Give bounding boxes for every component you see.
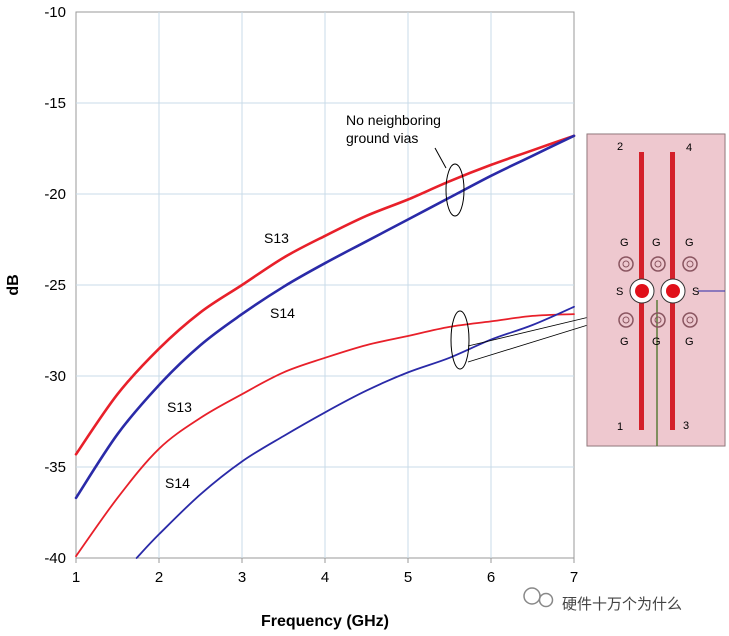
ground-via-2 (682, 256, 698, 272)
label-s-right: S (692, 286, 699, 298)
x-tick-label: 1 (72, 569, 80, 586)
series-line-s13-with-vias (75, 313, 575, 558)
ellipse-upper-group (445, 163, 465, 217)
ground-via-4 (650, 312, 666, 328)
ground-via-drill-5 (686, 316, 694, 324)
ellipse-lower-group (450, 310, 470, 370)
series-line-s13-no-vias (74, 134, 576, 456)
watermark: 硬件十万个为什么 (523, 587, 682, 613)
x-tick-labels: 1 2 3 4 5 6 7 (72, 569, 578, 586)
note-leader (434, 147, 447, 169)
inset-board (586, 133, 726, 447)
pin-1: 1 (617, 421, 623, 433)
via-layout-inset: 2 4 1 3 G G G G G G S S (586, 133, 726, 447)
ground-via-5 (682, 312, 698, 328)
y-axis-title: dB (5, 274, 22, 295)
watermark-text: 硬件十万个为什么 (562, 596, 682, 613)
series-lines (74, 134, 576, 559)
signal-via-right-pad (666, 284, 680, 298)
ground-via-0 (618, 256, 634, 272)
y-tick-label: -10 (44, 4, 66, 21)
ground-via-drill-2 (686, 260, 694, 268)
y-tick-label: -15 (44, 95, 66, 112)
y-tick-labels: -10 -15 -20 -25 -30 -35 -40 (44, 4, 66, 567)
ground-via-drill-3 (622, 316, 630, 324)
x-tick-label: 7 (570, 569, 578, 586)
watermark-logo-icon (523, 587, 554, 608)
ground-via-drill-1 (654, 260, 662, 268)
series-line-s14-with-vias (135, 305, 575, 559)
signal-via-left-pad (635, 284, 649, 298)
label-g-top-left: G (620, 237, 629, 249)
inset-board-texture (587, 134, 725, 446)
ground-vias (618, 256, 698, 328)
label-s14-upper: S14 (270, 305, 295, 321)
pin-4: 4 (686, 142, 692, 154)
label-s-left: S (616, 286, 623, 298)
label-s14-lower: S14 (165, 475, 190, 491)
ground-via-3 (618, 312, 634, 328)
y-tick-label: -25 (44, 277, 66, 294)
label-g-bottom-left: G (620, 336, 629, 348)
label-s13-upper: S13 (264, 230, 289, 246)
pin-2: 2 (617, 141, 623, 153)
x-axis-title: Frequency (GHz) (261, 613, 389, 630)
pin-3: 3 (683, 420, 689, 432)
label-g-bottom-right: G (685, 336, 694, 348)
label-g-top-right: G (685, 237, 694, 249)
x-tick-label: 4 (321, 569, 329, 586)
y-tick-label: -35 (44, 459, 66, 476)
y-tick-label: -30 (44, 368, 66, 385)
ground-via-1 (650, 256, 666, 272)
label-g-bottom-mid: G (652, 336, 661, 348)
inset-pointer-top (467, 312, 607, 347)
y-tick-label: -20 (44, 186, 66, 203)
x-tick-label: 2 (155, 569, 163, 586)
x-tick-label: 6 (487, 569, 495, 586)
inset-pointer-bottom (467, 319, 605, 363)
note-line-2: ground vias (346, 130, 418, 146)
ground-via-drill-4 (654, 316, 662, 324)
series-line-s14-no-vias (74, 134, 576, 500)
x-tick-label: 3 (238, 569, 246, 586)
note-line-1: No neighboring (346, 112, 441, 128)
ground-via-drill-0 (622, 260, 630, 268)
x-tick-label: 5 (404, 569, 412, 586)
label-g-top-mid: G (652, 237, 661, 249)
label-s13-lower: S13 (167, 399, 192, 415)
y-tick-label: -40 (44, 550, 66, 567)
